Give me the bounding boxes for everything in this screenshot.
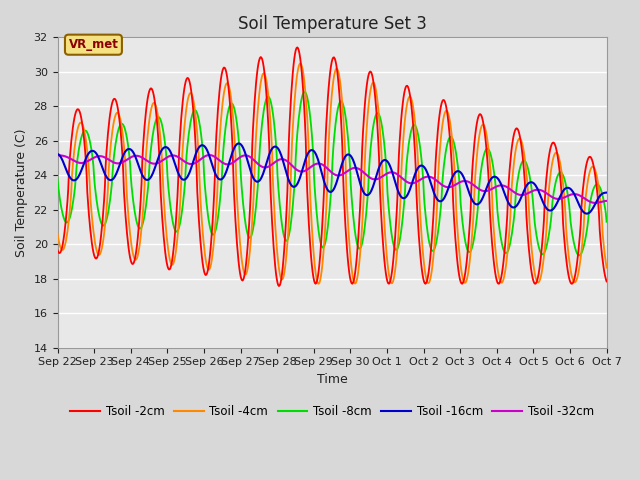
Text: VR_met: VR_met <box>68 38 118 51</box>
X-axis label: Time: Time <box>317 373 348 386</box>
Y-axis label: Soil Temperature (C): Soil Temperature (C) <box>15 128 28 257</box>
Title: Soil Temperature Set 3: Soil Temperature Set 3 <box>237 15 426 33</box>
Legend: Tsoil -2cm, Tsoil -4cm, Tsoil -8cm, Tsoil -16cm, Tsoil -32cm: Tsoil -2cm, Tsoil -4cm, Tsoil -8cm, Tsoi… <box>66 400 598 422</box>
